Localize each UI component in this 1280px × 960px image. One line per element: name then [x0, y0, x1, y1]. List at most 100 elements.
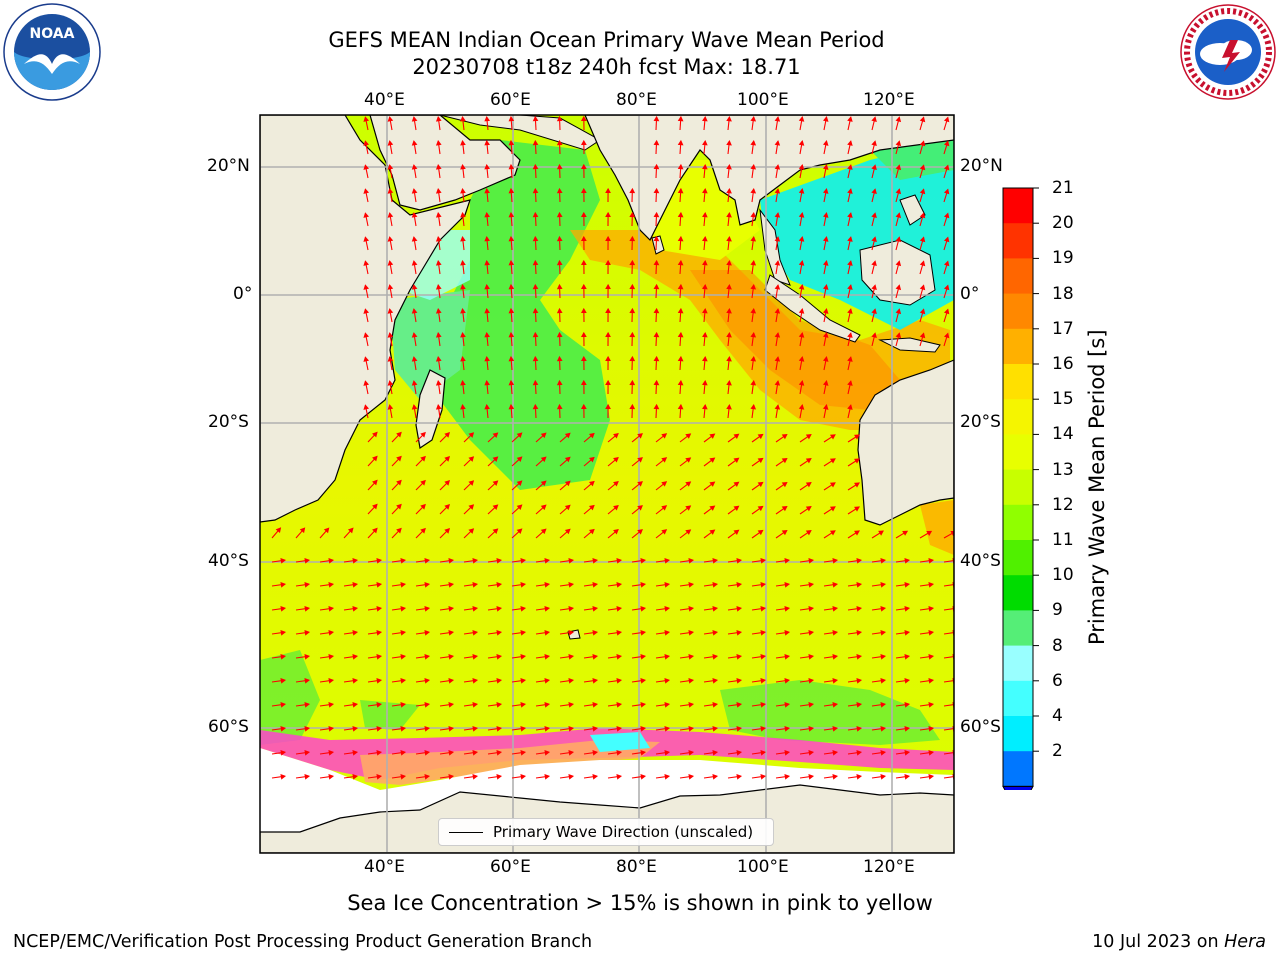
wave-arrow-head	[854, 434, 860, 440]
wave-arrow-head	[468, 456, 475, 462]
wave-arrow-head	[904, 725, 911, 732]
wave-arrow-head	[664, 629, 671, 636]
wave-arrow-head	[919, 236, 926, 243]
wave-arrow-head	[605, 259, 611, 266]
wave-arrow-head	[363, 236, 370, 242]
colorbar-tick-label: 10	[1052, 565, 1074, 586]
wave-arrow-head	[472, 629, 479, 636]
wave-arrow-head	[904, 629, 911, 636]
lon-label-top-80e: 80°E	[616, 90, 657, 110]
wave-arrow-head	[661, 481, 668, 487]
wave-arrow-head	[653, 331, 660, 338]
wave-arrow-head	[568, 701, 575, 708]
wave-arrow-head	[832, 581, 839, 588]
wave-arrow-head	[677, 379, 684, 386]
wave-arrow-head	[616, 557, 623, 564]
wave-arrow-head	[540, 456, 547, 463]
wave-arrow-head	[726, 115, 732, 122]
wave-arrow-head	[736, 701, 743, 708]
wave-arrow-head	[616, 581, 623, 588]
wave-arrow-head	[702, 307, 708, 314]
wave-arrow-head	[808, 557, 815, 564]
wave-arrow-head	[847, 356, 853, 362]
wave-arrow-head	[435, 259, 442, 266]
wave-arrow-head	[726, 355, 732, 362]
wave-arrow-head	[871, 212, 877, 218]
wave-arrow-head	[580, 283, 587, 290]
nws-logo	[1180, 4, 1276, 100]
wave-arrow-head	[376, 605, 383, 612]
wave-arrow-head	[564, 480, 571, 487]
wave-arrow-head	[411, 308, 418, 314]
wave-arrow-head	[702, 115, 708, 122]
wave-arrow-head	[544, 557, 551, 564]
lon-label-bottom-120e: 120°E	[863, 857, 915, 877]
wave-arrow-head	[323, 527, 330, 534]
wave-arrow-head	[492, 528, 499, 534]
wave-arrow-head	[472, 653, 479, 660]
wave-arrow-head	[516, 528, 523, 535]
wave-arrow-head	[653, 283, 660, 290]
wave-arrow-head	[372, 431, 378, 438]
wave-arrow-head	[702, 163, 708, 170]
wave-arrow-head	[304, 557, 311, 564]
wave-arrow-head	[904, 677, 911, 684]
wave-arrow-head	[784, 677, 791, 684]
wave-arrow-head	[588, 528, 595, 535]
wave-arrow-head	[854, 482, 860, 488]
wave-arrow-head	[736, 629, 743, 636]
wave-arrow-head	[484, 259, 490, 266]
wave-arrow-head	[688, 581, 695, 588]
lat-label-right-60s: 60°S	[960, 717, 1001, 737]
wave-arrow-head	[736, 725, 743, 732]
wave-arrow-head	[556, 235, 563, 242]
wave-arrow-head	[605, 331, 611, 338]
wave-arrow-head	[328, 629, 335, 636]
wave-arrow-head	[556, 355, 563, 362]
wave-arrow-head	[856, 653, 863, 660]
wave-arrow-head	[919, 260, 926, 267]
wave-arrow-head	[798, 308, 805, 314]
wave-arrow-head	[580, 331, 587, 338]
wave-arrow-head	[798, 140, 805, 146]
wave-arrow-head	[798, 380, 805, 386]
wave-arrow-head	[712, 725, 719, 732]
wave-arrow-head	[919, 308, 926, 315]
wave-arrow-head	[629, 379, 636, 386]
wave-arrow-head	[928, 701, 935, 708]
wave-arrow-head	[712, 557, 719, 564]
wave-arrow-head	[760, 701, 767, 708]
wave-arrow-head	[904, 701, 911, 708]
wave-arrow-head	[677, 163, 684, 170]
wave-arrow-head	[435, 187, 442, 194]
wave-arrow-head	[774, 332, 781, 338]
wave-arrow-head	[750, 379, 757, 386]
colorbar-segment	[1003, 258, 1033, 295]
wave-arrow-head	[532, 331, 539, 338]
wave-arrow-head	[387, 356, 394, 362]
wave-arrow-head	[520, 581, 527, 588]
wave-arrow-head	[424, 653, 431, 660]
wave-arrow-head	[387, 212, 394, 218]
wave-arrow-head	[823, 188, 829, 194]
wave-arrow-head	[472, 773, 479, 780]
wave-arrow-head	[400, 557, 407, 564]
wave-arrow-head	[726, 307, 732, 314]
wave-arrow-head	[605, 187, 611, 194]
wave-arrow-head	[448, 605, 455, 612]
wave-arrow-head	[564, 432, 571, 439]
wave-arrow-head	[781, 505, 788, 512]
wave-arrow-head	[895, 260, 902, 267]
wave-arrow-head	[757, 457, 764, 464]
wave-arrow-head	[653, 355, 660, 362]
wave-arrow-head	[823, 404, 829, 410]
wave-arrow-head	[420, 455, 426, 462]
wave-arrow-head	[926, 530, 933, 536]
wave-arrow-head	[629, 187, 636, 194]
wave-arrow-head	[928, 773, 935, 780]
wave-arrow-head	[460, 307, 466, 314]
lon-label-top-120e: 120°E	[863, 90, 915, 110]
wave-arrow-head	[757, 505, 764, 512]
wave-arrow-head	[871, 164, 877, 170]
wave-arrow-head	[760, 629, 767, 636]
